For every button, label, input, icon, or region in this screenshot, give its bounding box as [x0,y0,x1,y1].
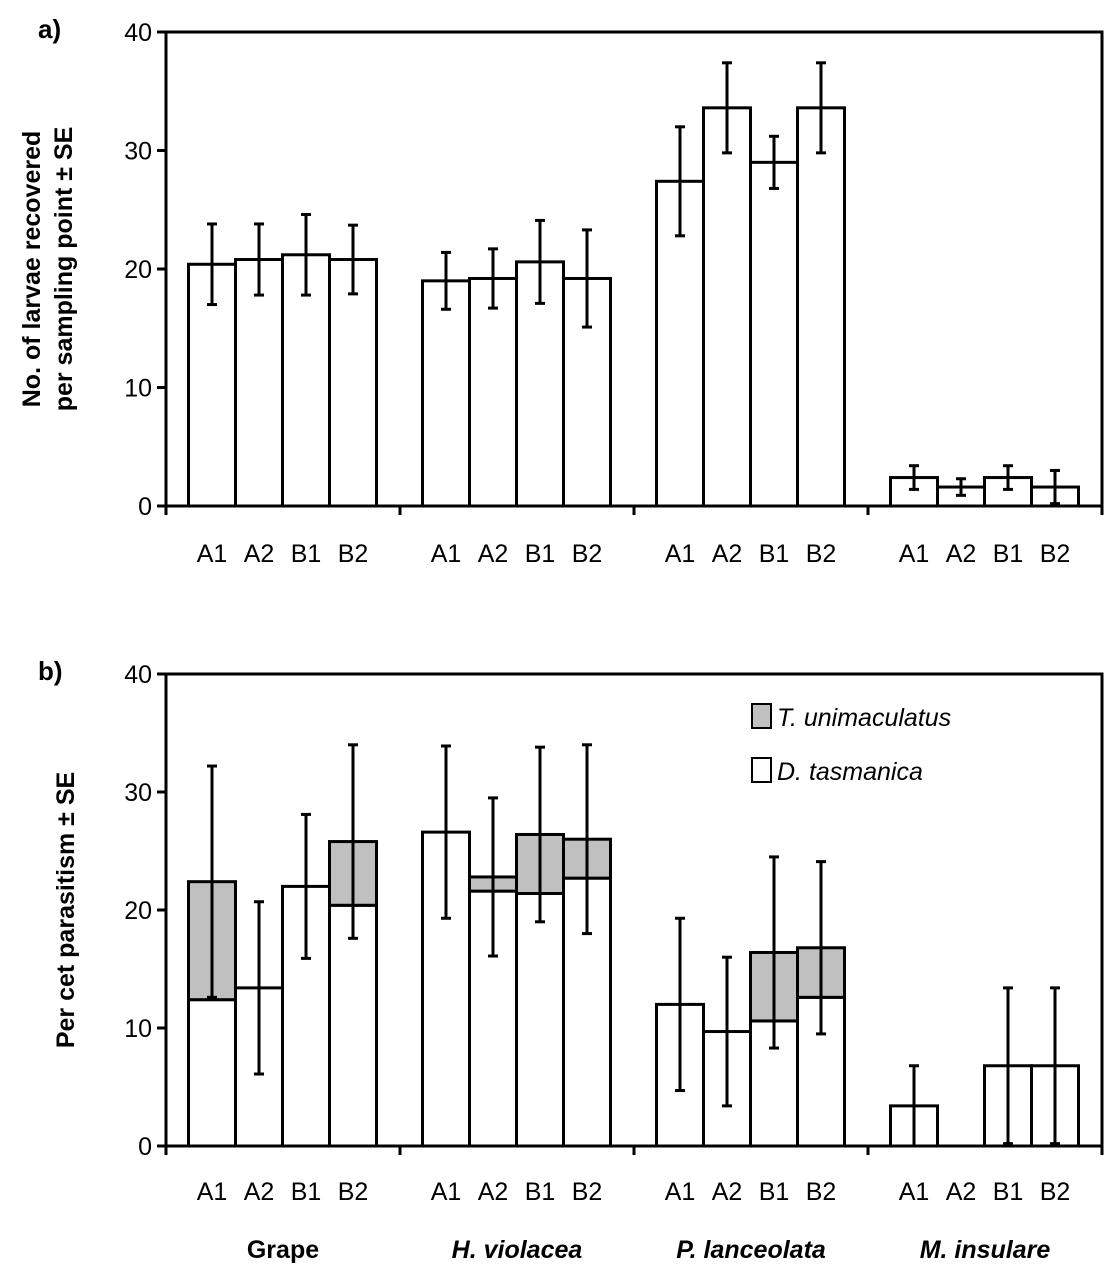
y-axis-title: No. of larvae recovered [18,131,46,408]
bar-d-tasmanica [187,998,237,1148]
x-sub-label: A2 [712,540,743,568]
y-tick-label: 40 [124,19,152,47]
category-label: M. insulare [920,1236,1051,1264]
y-tick-label: 0 [138,1133,152,1161]
category-label: H. violacea [452,1236,583,1264]
x-sub-label: B1 [759,540,790,568]
x-sub-label: B1 [291,1178,322,1206]
y-axis-title: per sampling point ± SE [50,127,78,412]
y-tick-label: 0 [138,493,152,521]
panel-label: a) [38,14,61,44]
x-sub-label: B2 [572,540,603,568]
y-tick-label: 30 [124,779,152,807]
bar [796,106,846,508]
x-sub-label: A1 [197,540,228,568]
x-sub-label: B2 [806,540,837,568]
bar [421,279,471,508]
legend-entry: T. unimaculatus [777,704,951,732]
x-sub-label: B1 [525,1178,556,1206]
x-sub-label: B2 [1040,540,1071,568]
x-sub-label: A2 [712,1178,743,1206]
y-axis-title: Per cet parasitism ± SE [52,772,80,1048]
category-label: Grape [247,1236,319,1264]
x-sub-label: B2 [338,540,369,568]
x-sub-label: A1 [431,1178,462,1206]
y-tick-label: 20 [124,897,152,925]
legend-swatch [751,757,772,783]
bar [328,258,378,508]
x-sub-label: A1 [431,540,462,568]
x-sub-label: B2 [1040,1178,1071,1206]
legend-entry: D. tasmanica [777,758,923,786]
x-sub-label: B1 [525,540,556,568]
y-tick-label: 10 [124,375,152,403]
bar [234,258,284,508]
x-sub-label: B1 [993,540,1024,568]
x-sub-label: A2 [946,1178,977,1206]
bar-d-tasmanica [515,891,565,1148]
bar [281,253,331,508]
bar [702,106,752,508]
bar-d-tasmanica [328,903,378,1148]
legend-swatch [751,703,772,729]
x-sub-label: A2 [244,1178,275,1206]
panel-label: b) [38,656,63,686]
x-sub-label: A1 [899,1178,930,1206]
y-tick-label: 30 [124,138,152,166]
x-sub-label: A2 [478,1178,509,1206]
x-sub-label: A2 [946,540,977,568]
bar [749,160,799,508]
y-tick-label: 20 [124,256,152,284]
y-tick-label: 40 [124,661,152,689]
category-label: P. lanceolata [676,1236,826,1264]
x-sub-label: B1 [759,1178,790,1206]
x-sub-label: B1 [291,540,322,568]
bar [468,276,518,508]
y-tick-label: 10 [124,1015,152,1043]
x-sub-label: B2 [338,1178,369,1206]
x-sub-label: B2 [572,1178,603,1206]
x-sub-label: A1 [899,540,930,568]
x-sub-label: A2 [478,540,509,568]
x-sub-label: B1 [993,1178,1024,1206]
x-sub-label: A1 [665,540,696,568]
x-sub-label: A1 [665,1178,696,1206]
x-sub-label: A2 [244,540,275,568]
x-sub-label: B2 [806,1178,837,1206]
x-sub-label: A1 [197,1178,228,1206]
